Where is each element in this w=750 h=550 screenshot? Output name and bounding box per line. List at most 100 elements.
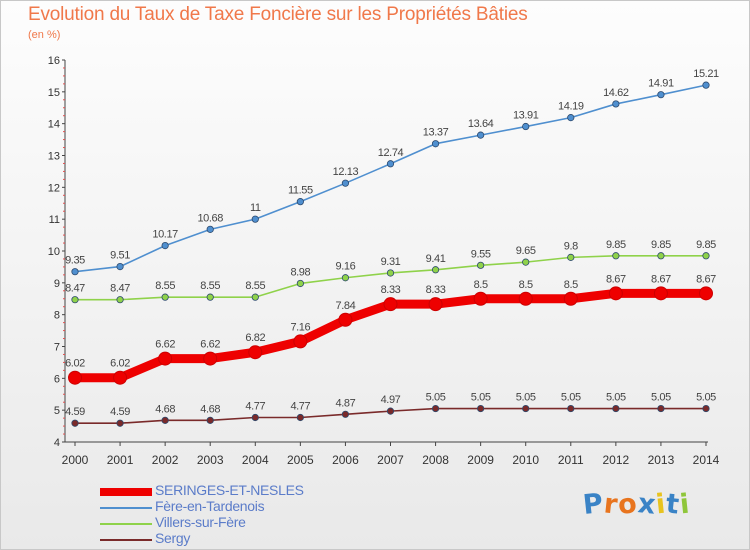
x-tick-label: 2003 (197, 453, 224, 467)
data-label: 6.62 (200, 339, 220, 351)
y-tick-label: 15 (48, 87, 60, 99)
data-point-sergy (477, 404, 485, 413)
y-tick-label: 11 (49, 214, 60, 226)
data-label: 4.68 (200, 403, 220, 415)
data-point-villers-sur-fere (251, 293, 259, 301)
data-label: 8.5 (564, 279, 578, 291)
data-label: 4.97 (381, 394, 401, 406)
data-label: 5.05 (651, 392, 671, 404)
data-point-seringes-et-nesles (113, 370, 128, 385)
data-label: 5.05 (696, 392, 716, 404)
data-label: 8.5 (474, 279, 488, 291)
data-point-sergy (702, 404, 710, 413)
x-tick-label: 2004 (242, 453, 269, 467)
data-point-fere-en-tardenois (657, 91, 665, 99)
x-tick-label: 2014 (693, 453, 720, 467)
data-label: 8.55 (245, 280, 265, 292)
data-label: 9.65 (516, 245, 536, 257)
x-tick-label: 2000 (62, 453, 89, 467)
data-point-fere-en-tardenois (522, 122, 530, 131)
data-point-sergy (657, 404, 665, 413)
data-label: 9.16 (336, 261, 356, 273)
legend-label: Fère-en-Tardenois (155, 498, 265, 514)
data-label: 4.59 (65, 406, 85, 418)
data-label: 12.13 (333, 166, 359, 178)
y-tick-label: 10 (48, 246, 60, 258)
legend-label: Sergy (155, 530, 191, 546)
data-label: 8.67 (651, 273, 671, 285)
y-tick-label: 4 (54, 437, 60, 449)
data-label: 11 (250, 202, 261, 214)
data-point-villers-sur-fere (386, 269, 395, 277)
data-label: 6.02 (110, 358, 130, 370)
y-tick-label: 6 (54, 373, 60, 385)
data-point-villers-sur-fere (206, 293, 214, 301)
x-tick-label: 2001 (107, 453, 134, 467)
data-point-fere-en-tardenois (161, 241, 169, 250)
data-label: 7.84 (336, 300, 356, 312)
data-label: 14.62 (603, 87, 629, 99)
data-point-seringes-et-nesles (293, 334, 308, 349)
chart-title: Evolution du Taux de Taxe Foncière sur l… (28, 4, 528, 25)
y-tick-label: 7 (54, 342, 60, 354)
y-tick-label: 8 (54, 310, 60, 322)
data-point-fere-en-tardenois (386, 160, 395, 168)
data-point-sergy (431, 404, 440, 413)
data-point-villers-sur-fere (296, 279, 304, 288)
legend-swatch (100, 523, 152, 525)
data-label: 9.31 (381, 256, 401, 268)
data-point-sergy (567, 404, 575, 413)
data-point-villers-sur-fere (341, 274, 350, 282)
data-label: 10.68 (197, 212, 223, 224)
data-label: 6.02 (65, 358, 85, 370)
data-label: 8.5 (519, 279, 533, 291)
x-tick-label: 2011 (558, 453, 584, 467)
data-point-sergy (71, 419, 79, 427)
legend-item: SERINGES-ET-NESLES (100, 482, 360, 498)
data-point-fere-en-tardenois (71, 268, 79, 276)
data-point-villers-sur-fere (161, 293, 169, 301)
data-point-sergy (341, 410, 350, 418)
data-label: 10.17 (152, 229, 178, 241)
legend-swatch (100, 507, 152, 509)
chart-unit: (en %) (28, 29, 61, 41)
data-point-seringes-et-nesles (158, 351, 173, 366)
x-tick-label: 2006 (332, 453, 359, 467)
data-label: 8.67 (606, 273, 626, 285)
y-tick-label: 13 (48, 151, 60, 163)
legend-item: Fère-en-Tardenois (100, 498, 360, 514)
y-tick-label: 9 (54, 278, 60, 290)
data-label: 9.85 (606, 239, 626, 251)
data-label: 5.05 (561, 392, 581, 404)
data-label: 4.77 (245, 400, 265, 412)
data-point-sergy (522, 404, 530, 413)
legend-label: Villers-sur-Fère (155, 514, 246, 530)
data-point-sergy (251, 413, 259, 422)
data-label: 8.67 (696, 273, 716, 285)
y-tick-label: 16 (48, 55, 60, 67)
data-label: 9.51 (110, 250, 130, 262)
x-tick-label: 2008 (422, 453, 449, 467)
data-label: 8.55 (155, 280, 175, 292)
data-point-seringes-et-nesles (68, 370, 82, 385)
y-tick-label: 12 (48, 182, 60, 194)
data-point-fere-en-tardenois (251, 215, 259, 223)
legend-label: SERINGES-ET-NESLES (155, 482, 304, 498)
logo-letter: i (678, 488, 693, 521)
data-label: 4.68 (155, 403, 175, 415)
data-label: 14.19 (558, 101, 584, 113)
data-point-seringes-et-nesles (203, 351, 218, 366)
x-tick-label: 2010 (512, 453, 539, 467)
data-point-seringes-et-nesles (383, 297, 398, 312)
data-point-seringes-et-nesles (473, 291, 488, 306)
data-label: 9.85 (696, 239, 716, 251)
legend-swatch (100, 488, 152, 496)
data-label: 9.41 (426, 253, 446, 265)
x-tick-label: 2009 (467, 453, 494, 467)
data-point-sergy (116, 419, 124, 427)
data-label: 4.87 (336, 397, 356, 409)
data-label: 4.77 (290, 400, 310, 412)
x-tick-label: 2007 (377, 453, 404, 467)
data-point-seringes-et-nesles (518, 291, 533, 306)
data-point-fere-en-tardenois (341, 179, 350, 187)
